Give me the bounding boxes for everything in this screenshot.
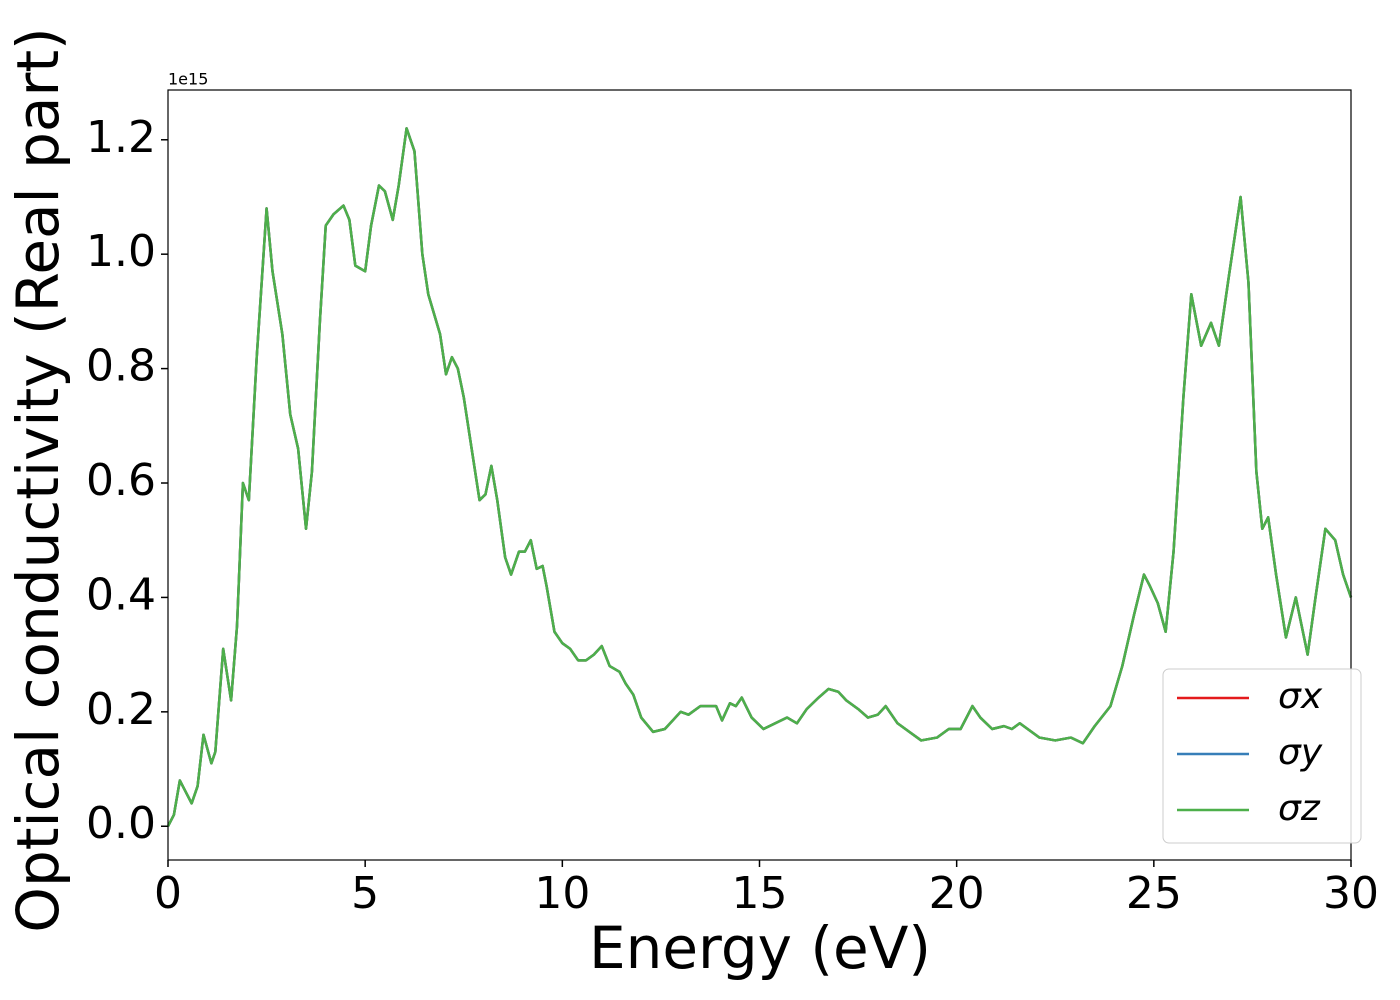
x-axis-label: Energy (eV) — [589, 914, 931, 982]
y-tick-label: 0.2 — [86, 684, 156, 735]
y-tick-label: 0.0 — [86, 798, 156, 849]
legend-label: σx — [1278, 676, 1323, 717]
x-tick-label: 25 — [1126, 868, 1182, 919]
plot-frame — [167, 89, 1352, 861]
y-tick-label: 1.0 — [86, 226, 156, 277]
x-tick-label: 10 — [534, 868, 590, 919]
x-tick-label: 0 — [154, 868, 182, 919]
y-tick-label: 0.4 — [86, 569, 156, 620]
legend-label: σz — [1278, 788, 1321, 829]
y-tick-label: 1.2 — [86, 112, 156, 163]
x-tick-label: 5 — [351, 868, 379, 919]
x-tick-label: 15 — [732, 868, 788, 919]
y-axis-label: Optical conductivity (Real part) — [4, 27, 72, 932]
y-tick-label: 0.6 — [86, 455, 156, 506]
x-tick-label: 30 — [1323, 868, 1379, 919]
y-tick-label: 0.8 — [86, 341, 156, 392]
legend-label: σy — [1278, 732, 1323, 773]
offset-label: 1e15 — [168, 70, 208, 89]
series-line — [166, 127, 1353, 827]
x-tick-label: 20 — [929, 868, 985, 919]
legend-box — [1162, 668, 1362, 844]
